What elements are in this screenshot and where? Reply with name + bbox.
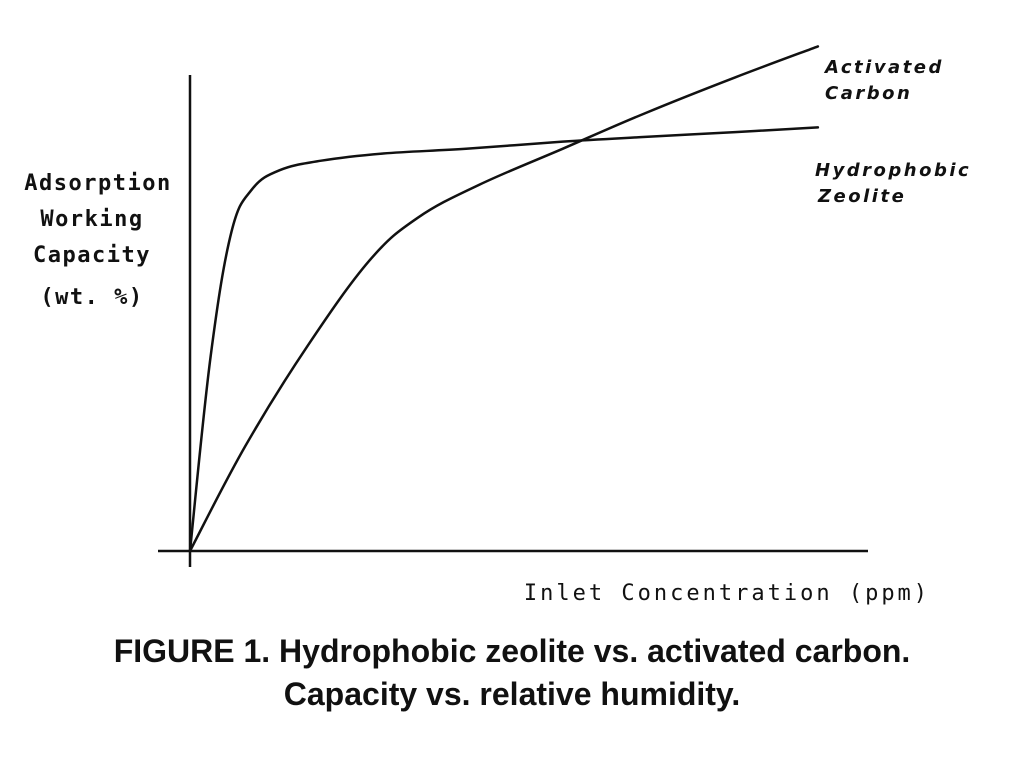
x-axis-label: Inlet Concentration (ppm) (524, 581, 930, 606)
series-label-hydrophobic-zeolite-line-1: Hydrophobic (815, 160, 971, 181)
y-axis-label-line-1: Adsorption (24, 171, 171, 196)
series-label-hydrophobic-zeolite-line-2: Zeolite (817, 186, 906, 207)
figure-caption-line-1: FIGURE 1. Hydrophobic zeolite vs. activa… (113, 633, 911, 669)
y-axis-label-line-2: Working (40, 207, 143, 232)
y-axis-label-line-3: Capacity (33, 243, 151, 268)
series-label-activated-carbon-line-1: Activated (823, 57, 944, 78)
series-line-hydrophobic-zeolite (188, 126, 820, 553)
figure-caption-line-2: Capacity vs. relative humidity. (283, 676, 741, 712)
y-axis-label-line-4: (wt. %) (40, 285, 143, 310)
series-label-activated-carbon-line-2: Carbon (825, 83, 912, 104)
series-line-activated-carbon (188, 45, 820, 553)
